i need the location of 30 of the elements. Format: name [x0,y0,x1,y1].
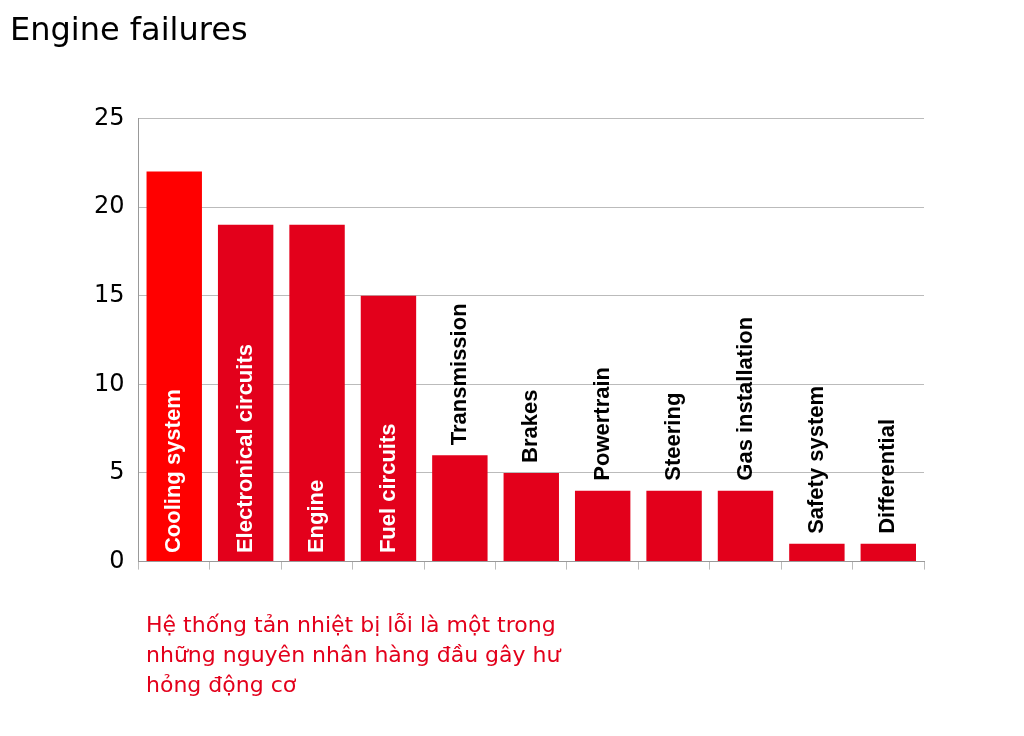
bar [503,472,559,562]
y-tick-label: 10 [93,368,125,397]
x-tick-label: Gas installation [731,316,757,481]
bar [717,490,774,562]
x-tick-label: Brakes [517,389,543,463]
x-tick-label: Fuel circuits [374,423,400,554]
bar [289,224,345,562]
y-tick-label: 0 [109,545,125,574]
x-tick-label: Transmission [445,303,471,446]
y-tick-label: 20 [93,191,125,220]
y-tick-label: 15 [93,279,125,308]
x-tick-label: Cooling system [160,389,186,554]
y-tick-label: 5 [109,457,125,486]
bar [860,543,916,562]
chart-title: Engine failures [10,10,248,48]
bar [217,224,274,562]
bar [574,490,631,562]
x-tick-label: Safety system [802,385,828,534]
x-tick-label: Steering [660,392,686,481]
x-tick-label: Electronical circuits [231,344,257,554]
bar [432,455,488,562]
y-tick-label: 25 [93,102,125,131]
bar [360,295,417,562]
bar [646,490,702,562]
text: Hệ thống tản nhiệt bị lỗi là một trong những nguyên nhân hàng đầu gây hư hỏng động cơ [146,611,563,699]
x-tick-label: Powertrain [588,366,614,481]
bar [146,171,202,562]
bar [789,543,845,562]
x-tick-label: Differential [874,418,900,534]
x-tick-label: Engine [303,479,329,554]
